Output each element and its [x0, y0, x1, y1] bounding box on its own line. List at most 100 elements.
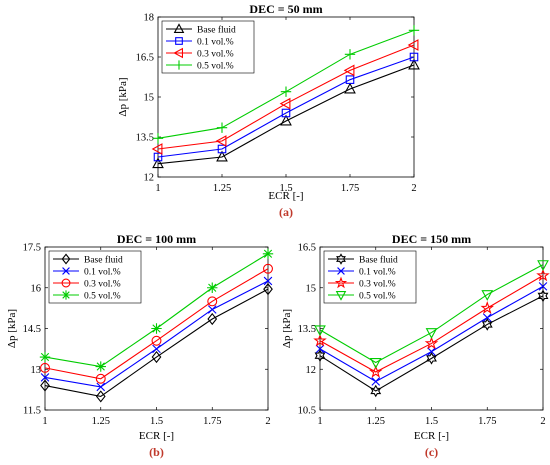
data-point	[152, 133, 164, 144]
data-point	[480, 300, 495, 314]
data-point	[407, 39, 419, 51]
x-axis-label: ECR [-]	[414, 430, 449, 442]
data-point	[216, 122, 228, 133]
panel-label: (c)	[425, 445, 438, 459]
data-point	[207, 282, 218, 293]
data-point	[207, 312, 218, 326]
y-tick-label: 18	[144, 13, 155, 24]
series-line	[157, 64, 415, 165]
series-line	[44, 268, 269, 380]
data-point	[425, 328, 438, 339]
data-point	[537, 260, 549, 272]
data-point	[370, 384, 382, 398]
data-point	[96, 382, 106, 392]
data-point	[408, 25, 420, 36]
y-axis-label: Δp [kPa]	[6, 309, 18, 348]
data-point	[408, 58, 420, 70]
data-point	[151, 323, 162, 334]
data-point	[481, 290, 494, 301]
legend-marker	[335, 290, 347, 301]
y-tick-label: 15	[144, 93, 155, 104]
data-point	[537, 289, 549, 303]
legend-entry: 0.5 vol.%	[359, 291, 396, 301]
legend-entry: 0.1 vol.%	[197, 37, 234, 47]
x-tick-label: 1.75	[341, 183, 359, 194]
data-point	[344, 82, 356, 94]
data-point	[151, 335, 162, 346]
legend-entry: 0.1 vol.%	[84, 267, 121, 277]
data-point	[95, 390, 106, 403]
series-3	[314, 260, 549, 369]
series-3	[39, 248, 274, 372]
x-tick-label: 1.5	[150, 416, 163, 427]
chart-panel-c: 1 1.25 1.5 1.75 2 10.5 12 13.5 15 16.5 DEC = 150 m…	[281, 232, 550, 459]
data-point	[40, 373, 50, 382]
legend-marker	[174, 60, 184, 70]
legend-box	[48, 250, 142, 304]
x-tick-label: 1.25	[213, 183, 231, 194]
legend-box	[161, 20, 255, 74]
x-tick-label: 1.25	[367, 416, 385, 427]
series-0	[40, 283, 273, 403]
x-tick-label: 1	[42, 416, 47, 427]
chart-panel-a: 1 1.25 1.5 1.75 2 12 13.5 15 16.5 18 DEC = 50 mm EC…	[117, 2, 420, 219]
x-tick-label: 1.75	[478, 416, 496, 427]
x-tick-label: 1.75	[203, 416, 221, 427]
y-tick-label: 16.5	[298, 243, 316, 254]
data-point	[536, 268, 550, 282]
legend-entry: 0.1 vol.%	[359, 267, 396, 277]
legend-entry: Base fluid	[84, 254, 123, 265]
data-point	[207, 296, 218, 307]
y-axis-label: Δp [kPa]	[281, 309, 293, 348]
chart-title: DEC = 100 mm	[117, 232, 196, 246]
chart-title: DEC = 50 mm	[249, 2, 322, 16]
legend-entry: 0.5 vol.%	[84, 291, 121, 301]
legend-marker	[61, 290, 71, 300]
data-point	[314, 349, 326, 362]
x-tick-label: 1.5	[425, 416, 438, 427]
data-point	[280, 86, 292, 97]
data-point	[424, 336, 439, 350]
y-tick-label: 10.5	[298, 406, 316, 417]
data-point	[368, 364, 383, 378]
data-point	[95, 361, 106, 372]
data-point	[538, 282, 548, 291]
legend-entry: Base fluid	[197, 24, 236, 35]
data-point	[40, 379, 50, 392]
series-line	[157, 44, 415, 150]
series-3	[152, 25, 420, 144]
x-tick-label: 2	[540, 416, 545, 427]
series-0	[152, 58, 420, 169]
data-point	[262, 248, 274, 259]
data-point	[409, 52, 419, 62]
legend: Base fluid 0.1 vol.% 0.3 vol.% 0.5 vol.%	[323, 250, 417, 304]
data-point	[40, 362, 50, 373]
series-line	[157, 56, 415, 158]
data-point	[39, 351, 51, 363]
data-point	[216, 150, 228, 162]
data-point	[207, 305, 217, 314]
legend-marker	[61, 253, 71, 265]
x-tick-label: 1.5	[279, 183, 292, 194]
data-point	[263, 283, 273, 296]
x-axis-label: ECR [-]	[139, 430, 174, 442]
data-point	[95, 373, 106, 384]
data-point	[426, 352, 437, 365]
series-line	[44, 288, 269, 398]
y-tick-label: 12	[144, 173, 155, 184]
legend-marker	[173, 23, 185, 34]
legend-entry: 0.3 vol.%	[197, 49, 234, 59]
series-2	[313, 268, 550, 378]
x-tick-label: 1.25	[92, 416, 110, 427]
data-point	[152, 157, 164, 169]
legend-entry: 0.3 vol.%	[359, 279, 396, 289]
x-tick-label: 2	[411, 183, 416, 194]
data-point	[263, 276, 273, 286]
y-tick-label: 12	[306, 365, 317, 376]
legend-marker	[173, 47, 183, 59]
data-point	[314, 325, 326, 337]
legend-marker	[334, 276, 348, 289]
data-point	[151, 143, 163, 155]
legend-marker	[61, 278, 71, 288]
